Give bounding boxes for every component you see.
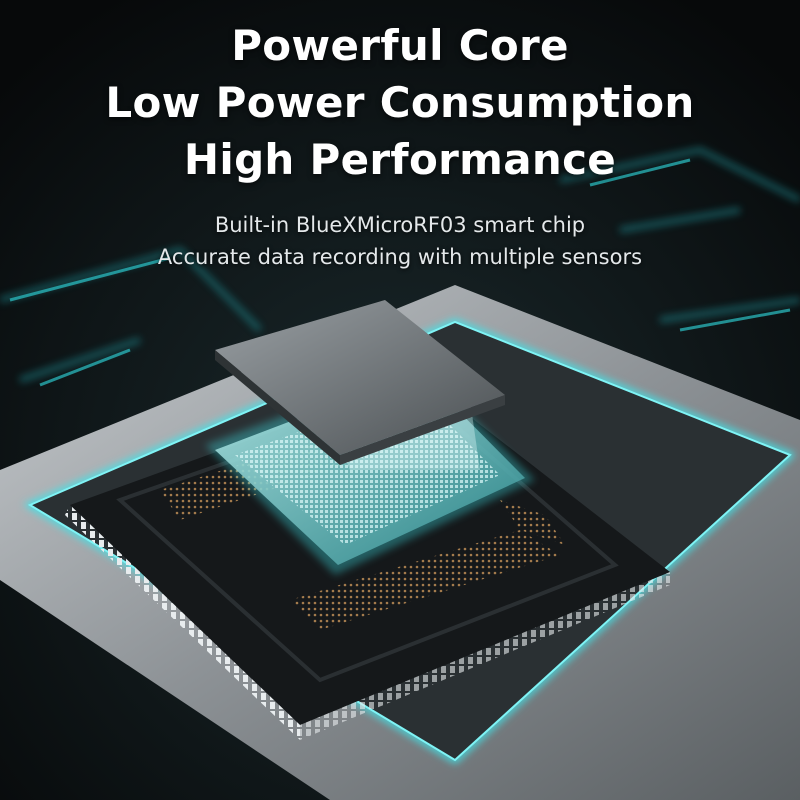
headline-line-2: Low Power Consumption — [105, 78, 695, 127]
headline-line-3: High Performance — [183, 135, 617, 184]
headline: Powerful Core Low Power Consumption High… — [0, 18, 800, 189]
headline-line-1: Powerful Core — [231, 21, 569, 70]
subtitle-line-2: Accurate data recording with multiple se… — [157, 245, 643, 269]
subtitle-line-1: Built-in BlueXMicroRF03 smart chip — [214, 213, 586, 237]
subtitle: Built-in BlueXMicroRF03 smart chip Accur… — [0, 209, 800, 273]
